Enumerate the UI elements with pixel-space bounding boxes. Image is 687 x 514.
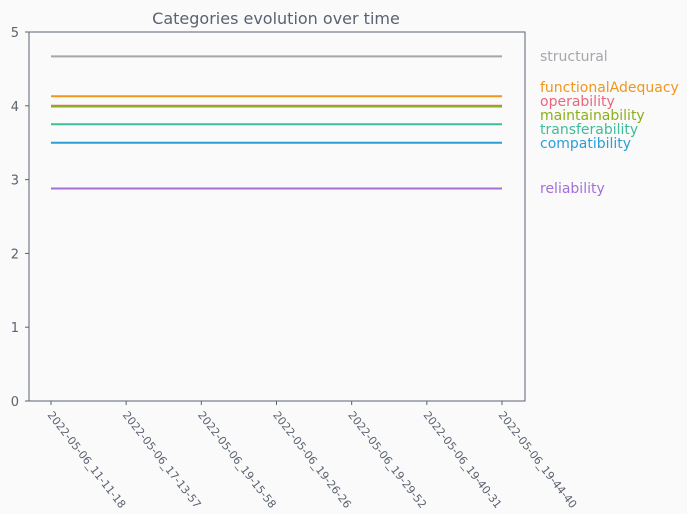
- legend-label-maintainability: maintainability: [540, 108, 645, 124]
- x-tick-label: 2022-05-06_19-29-52: [345, 409, 429, 511]
- legend: structural functionalAdequacyoperabilitym…: [540, 49, 679, 197]
- y-tick-label: 3: [11, 174, 19, 189]
- y-tick-label: 2: [11, 247, 19, 262]
- x-tick-label: 2022-05-06_19-44-40: [496, 409, 580, 511]
- y-tick-label: 1: [11, 321, 19, 336]
- legend-label-structural: structural: [540, 49, 608, 65]
- x-tick-label: 2022-05-06_19-15-58: [195, 409, 279, 511]
- legend-label-reliability: reliability: [540, 181, 605, 197]
- y-axis: 0 1 2 3 4 5: [11, 26, 29, 410]
- plot-area-frame: [28, 31, 526, 402]
- x-tick-label: 2022-05-06_19-26-26: [270, 409, 354, 511]
- x-tick-label: 2022-05-06_17-13-57: [120, 409, 204, 511]
- legend-label-functionalAdequacy: functionalAdequacy: [540, 80, 679, 96]
- y-tick-label: 4: [11, 100, 19, 115]
- series-lines: [51, 55, 502, 190]
- x-axis: 2022-05-06_11-11-182022-05-06_17-13-5720…: [45, 401, 580, 511]
- x-tick-label: 2022-05-06_19-40-31: [420, 409, 504, 511]
- x-tick-label: 2022-05-06_11-11-18: [45, 409, 129, 511]
- y-tick-label: 5: [11, 26, 19, 41]
- chart-title: Categories evolution over time: [152, 9, 400, 28]
- legend-label-transferability: transferability: [540, 122, 638, 138]
- y-tick-label: 0: [11, 395, 19, 410]
- legend-label-compatibility: compatibility: [540, 136, 631, 152]
- legend-label-operability: operability: [540, 94, 615, 110]
